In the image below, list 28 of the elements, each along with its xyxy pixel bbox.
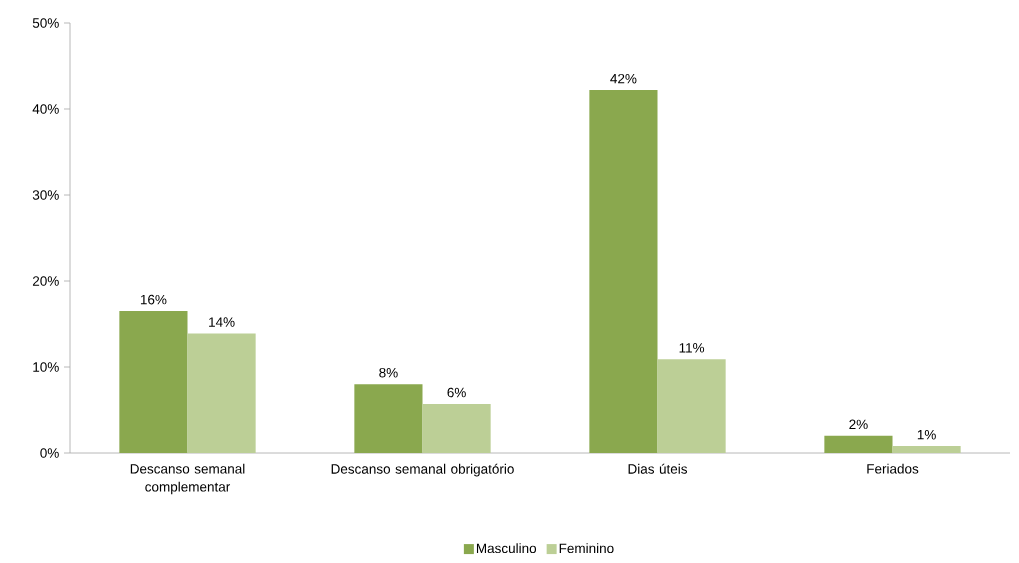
y-tick-label: 0% <box>40 448 59 458</box>
data-label: 11% <box>679 343 705 353</box>
x-tick-label: Descanso semanal complementar <box>130 463 245 495</box>
data-label: 42% <box>610 73 637 84</box>
y-tick-label: 10% <box>33 362 59 372</box>
bar <box>422 403 491 453</box>
data-label: 8% <box>379 367 398 378</box>
legend-label: Feminino <box>559 543 614 554</box>
x-tick-label: Descanso semanal obrigatório <box>331 463 514 477</box>
y-tick-label: 20% <box>32 276 59 286</box>
bar <box>892 446 961 453</box>
bar <box>824 435 893 453</box>
data-label: 16% <box>140 294 167 305</box>
y-tick-label: 40% <box>32 104 59 114</box>
data-label: 1% <box>917 429 936 440</box>
y-tick-label: 30% <box>32 190 59 200</box>
bar <box>119 311 188 453</box>
data-label: 6% <box>447 387 466 398</box>
legend-label: Masculino <box>476 543 537 554</box>
data-label: 2% <box>849 419 868 430</box>
bar <box>187 333 256 453</box>
x-tick-label: Feriados <box>867 463 919 474</box>
data-label: 14% <box>209 317 235 327</box>
x-tick-label: Dias úteis <box>628 463 688 474</box>
bar <box>354 384 423 453</box>
y-tick-label: 50% <box>32 18 59 28</box>
bar <box>589 90 658 453</box>
bar <box>657 359 726 453</box>
